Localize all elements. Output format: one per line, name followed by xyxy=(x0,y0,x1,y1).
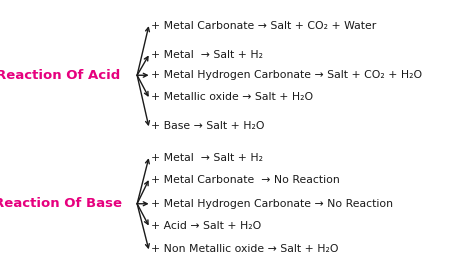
Text: Reaction Of Acid: Reaction Of Acid xyxy=(0,69,120,82)
Text: Reaction Of Base: Reaction Of Base xyxy=(0,197,122,210)
Text: + Metal Carbonate → Salt + CO₂ + Water: + Metal Carbonate → Salt + CO₂ + Water xyxy=(151,21,376,31)
Text: + Metal Hydrogen Carbonate → No Reaction: + Metal Hydrogen Carbonate → No Reaction xyxy=(151,199,393,209)
Text: + Base → Salt + H₂O: + Base → Salt + H₂O xyxy=(151,121,264,131)
Text: + Metal Hydrogen Carbonate → Salt + CO₂ + H₂O: + Metal Hydrogen Carbonate → Salt + CO₂ … xyxy=(151,70,422,80)
Text: + Metal Carbonate  → No Reaction: + Metal Carbonate → No Reaction xyxy=(151,175,340,185)
Text: + Metal  → Salt + H₂: + Metal → Salt + H₂ xyxy=(151,153,263,163)
Text: + Metal  → Salt + H₂: + Metal → Salt + H₂ xyxy=(151,50,263,60)
Text: + Acid → Salt + H₂O: + Acid → Salt + H₂O xyxy=(151,221,261,231)
Text: + Metallic oxide → Salt + H₂O: + Metallic oxide → Salt + H₂O xyxy=(151,92,313,102)
Text: + Non Metallic oxide → Salt + H₂O: + Non Metallic oxide → Salt + H₂O xyxy=(151,244,338,254)
